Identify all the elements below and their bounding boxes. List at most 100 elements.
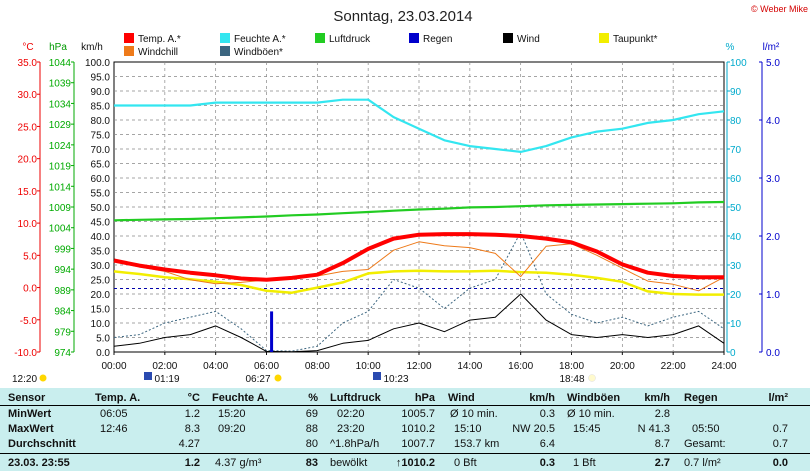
- row-min-label: MinWert: [8, 408, 52, 420]
- time-tick-label: 06:00: [254, 361, 279, 372]
- max-wind: NW 20.5: [512, 423, 555, 435]
- rain-bar: [270, 311, 274, 352]
- now-temp: 1.2: [184, 457, 200, 469]
- legend-label-pressure: Luftdruck: [329, 34, 371, 45]
- axis-tick-label: 20: [730, 290, 742, 301]
- time-tick-label: 04:00: [203, 361, 228, 372]
- time-tick-label: 18:00: [559, 361, 584, 372]
- axis-tick-label: 15.0: [91, 305, 111, 316]
- avg-gust: 8.7: [654, 438, 670, 450]
- axis-tick-label: 1034: [49, 99, 72, 110]
- now-gust-bft: 1 Bft: [573, 457, 596, 469]
- pressure-axis: 1044 1039 1034 1029 1024 1019 1014 1009 1004 999 9…: [49, 58, 75, 359]
- astro-markers: 06:27 18:48 01:19 10:23 12:20: [12, 372, 596, 385]
- axis-tick-label: 10: [730, 319, 742, 330]
- min-humidity: 69: [305, 408, 318, 420]
- time-tick-label: 12:00: [406, 361, 431, 372]
- axis-tick-label: 20.0: [91, 290, 111, 301]
- day-length-icon: [39, 374, 47, 382]
- min-humidity-time: 15:20: [218, 408, 246, 420]
- axis-tick-label: 30.0: [91, 261, 111, 272]
- time-tick-label: 00:00: [101, 361, 126, 372]
- rain-total-label: Gesamt:: [684, 438, 726, 450]
- max-pressure: 1010.2: [401, 423, 435, 435]
- header-gusts: Windböen: [567, 392, 621, 404]
- copyright-label: © Weber Mike: [751, 4, 808, 14]
- legend-label-wind: Wind: [517, 34, 540, 45]
- now-abs-humidity: 4.37 g/m³: [215, 457, 262, 469]
- legend: Temp. A.* Feuchte A.* Luftdruck Regen Wi…: [124, 33, 658, 58]
- avg-pressure: 1007.7: [401, 438, 435, 450]
- humidity-unit-label: %: [726, 42, 735, 53]
- min-gust: 2.8: [654, 408, 670, 420]
- max-humidity-time: 09:20: [218, 423, 246, 435]
- header-temp-unit: °C: [187, 392, 200, 404]
- axis-tick-label: 989: [54, 286, 71, 297]
- series-line-dewpoint: [113, 269, 724, 296]
- axis-tick-label: 95.0: [91, 73, 111, 84]
- header-temp: Temp. A.: [95, 392, 141, 404]
- axis-tick-label: 70: [730, 145, 742, 156]
- axis-tick-label: 30.0: [18, 90, 38, 101]
- header-sensor: Sensor: [8, 392, 46, 404]
- sunrise-icon: [274, 374, 282, 382]
- legend-label-humidity: Feuchte A.*: [234, 34, 286, 45]
- series-line-pressure: [113, 200, 725, 222]
- axis-tick-label: 25.0: [18, 122, 38, 133]
- legend-label-temp: Temp. A.*: [138, 34, 181, 45]
- axis-tick-label: 90: [730, 87, 742, 98]
- sunset-time: 18:48: [559, 374, 584, 385]
- max-gust: N 41.3: [637, 423, 670, 435]
- axis-tick-label: 80: [730, 116, 742, 127]
- header-rain: Regen: [684, 392, 718, 404]
- header-humidity: Feuchte A.: [212, 392, 268, 404]
- header-humidity-unit: %: [308, 392, 318, 404]
- axis-tick-label: 30: [730, 261, 742, 272]
- legend-swatch-dewpoint: [599, 33, 609, 43]
- axis-tick-label: 3.0: [766, 174, 780, 185]
- axis-tick-label: 50: [730, 203, 742, 214]
- axis-tick-label: 1019: [49, 162, 72, 173]
- min-temp-time: 06:05: [100, 408, 128, 420]
- axis-tick-label: 75.0: [91, 131, 111, 142]
- legend-swatch-temp: [124, 33, 134, 43]
- wind-axis: 100.0 95.0 90.0 85.0 80.0 75.0 70.0 65.0 60.0 55.…: [85, 58, 110, 359]
- legend-label-rain: Regen: [423, 34, 452, 45]
- axis-tick-label: 85.0: [91, 102, 111, 113]
- series-line-windchill: [113, 241, 725, 292]
- axis-tick-label: 0.0: [766, 348, 780, 359]
- moonset-time: 10:23: [383, 374, 408, 385]
- axis-tick-label: 35.0: [18, 58, 38, 69]
- min-temp: 1.2: [184, 408, 200, 420]
- axis-tick-label: 90.0: [91, 87, 111, 98]
- axis-tick-label: 40: [730, 232, 742, 243]
- axis-tick-label: 0.0: [23, 284, 37, 295]
- series-line-temperature: [113, 232, 724, 282]
- axis-tick-label: 5.0: [766, 58, 780, 69]
- axis-tick-label: 20.0: [18, 155, 38, 166]
- axis-tick-label: 10.0: [18, 219, 38, 230]
- pressure-unit-label: hPa: [49, 42, 67, 53]
- axis-tick-label: 1029: [49, 120, 72, 131]
- axis-tick-label: 15.0: [18, 187, 38, 198]
- axis-tick-label: 1009: [49, 203, 72, 214]
- min-pressure-time: 02:20: [337, 408, 365, 420]
- legend-label-windchill: Windchill: [138, 47, 178, 58]
- max-temp: 8.3: [184, 423, 200, 435]
- axis-tick-label: 40.0: [91, 232, 111, 243]
- time-tick-label: 20:00: [610, 361, 635, 372]
- axis-tick-label: 1044: [49, 58, 72, 69]
- max-temp-time: 12:46: [100, 423, 128, 435]
- axis-tick-label: -5.0: [20, 316, 38, 327]
- axis-tick-label: 994: [54, 265, 71, 276]
- sunrise-time: 06:27: [245, 374, 270, 385]
- legend-swatch-pressure: [315, 33, 325, 43]
- axis-tick-label: 10.0: [91, 319, 111, 330]
- wind-distance: 153.7 km: [454, 438, 500, 450]
- series-line-wind: [113, 293, 725, 353]
- pressure-trend: ^1.8hPa/h: [330, 438, 380, 450]
- now-pressure: ↑1010.2: [395, 457, 435, 469]
- row-avg-label: Durchschnitt: [8, 438, 76, 450]
- moonrise-time: 01:19: [154, 374, 179, 385]
- legend-swatch-windchill: [124, 46, 134, 56]
